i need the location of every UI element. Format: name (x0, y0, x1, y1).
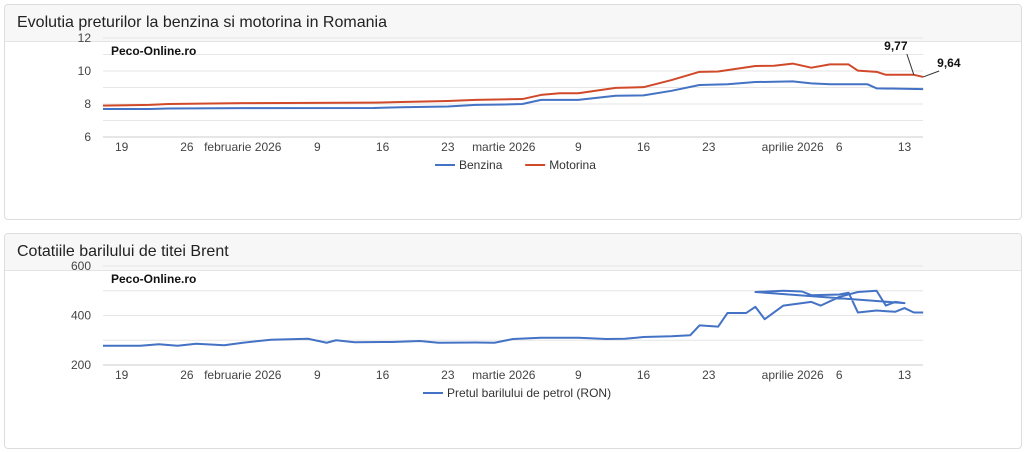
x-tick-label: 9 (314, 368, 321, 382)
x-tick-label: 23 (702, 368, 716, 382)
annotation-leader (906, 53, 915, 75)
x-tick-label: aprilie 2026 (762, 140, 824, 154)
x-tick-label: 26 (180, 140, 194, 154)
y-tick-label: 6 (84, 130, 91, 144)
fuel-price-chart: 6 8 10 12 19 26 februarie 2026 9 16 23 martie 2026… (78, 31, 961, 172)
x-tick-label: martie 2026 (472, 368, 536, 382)
watermark: Peco-Online.ro (111, 44, 196, 58)
series-line-benzina (103, 80, 924, 110)
y-tick-label: 12 (78, 31, 92, 45)
legend-label: Pretul barilului de petrol (RON) (447, 386, 611, 400)
y-tick-label: 10 (78, 64, 92, 78)
x-tick-label: 13 (898, 368, 912, 382)
brent-chart: 200 400 600 19 26 februarie 2026 9 16 23 martie 2… (71, 259, 924, 400)
x-tick-label: 16 (637, 140, 651, 154)
x-tick-label: 9 (575, 140, 582, 154)
x-tick-label: 19 (115, 368, 129, 382)
brent-chart-card: Cotatiile barilului de titei Brent 200 40… (4, 233, 1022, 449)
y-tick-label: 200 (71, 358, 91, 372)
annotation-leader (922, 70, 940, 78)
x-tick-label: februarie 2026 (204, 140, 282, 154)
x-tick-label: 6 (836, 368, 843, 382)
x-tick-label: 19 (115, 140, 129, 154)
annotation-label: 9,77 (884, 39, 908, 53)
chart-title: Evolutia preturilor la benzina si motori… (5, 5, 1021, 42)
x-tick-label: 26 (180, 368, 194, 382)
x-tick-label: martie 2026 (472, 140, 536, 154)
x-tick-label: 6 (836, 140, 843, 154)
x-tick-label: 23 (702, 140, 716, 154)
legend-label: Benzina (459, 158, 503, 172)
x-tick-label: februarie 2026 (204, 368, 282, 382)
x-tick-label: 23 (441, 140, 455, 154)
x-tick-label: 16 (637, 368, 651, 382)
x-tick-label: aprilie 2026 (762, 368, 824, 382)
chart-title: Cotatiile barilului de titei Brent (5, 234, 1021, 271)
y-tick-label: 8 (84, 97, 91, 111)
x-tick-label: 16 (376, 368, 390, 382)
legend-label: Motorina (549, 158, 596, 172)
x-tick-label: 16 (376, 140, 390, 154)
y-tick-label: 400 (71, 309, 91, 323)
annotation-label: 9,64 (937, 56, 961, 70)
series-line-pretul (103, 289, 924, 347)
watermark: Peco-Online.ro (111, 272, 196, 286)
x-tick-label: 23 (441, 368, 455, 382)
y-tick-label: 600 (71, 259, 91, 273)
series-line-motorina (102, 62, 924, 107)
x-tick-label: 9 (575, 368, 582, 382)
fuel-price-chart-card: Evolutia preturilor la benzina si motori… (4, 4, 1022, 220)
x-tick-label: 9 (314, 140, 321, 154)
x-tick-label: 13 (898, 140, 912, 154)
